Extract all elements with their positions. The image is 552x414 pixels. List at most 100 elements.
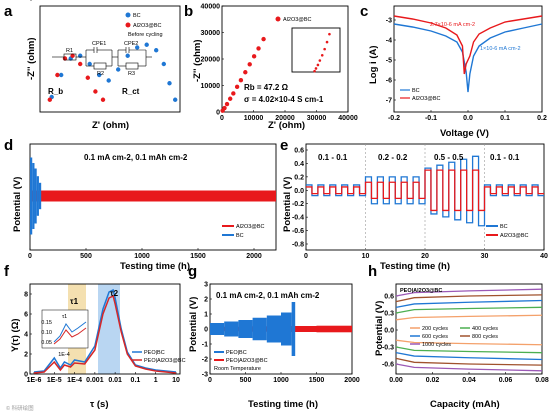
series-band-bc	[34, 168, 37, 224]
series-band-peo-al2o3bc	[281, 326, 317, 332]
legend-label: PEO|Al2O3@BC	[226, 358, 268, 364]
x-axis-label: Z' (ohm)	[268, 120, 305, 131]
y-axis-label: Potential (V)	[188, 297, 199, 352]
x-tick-label: 1E-4	[67, 377, 82, 384]
panel-g: 0 500 1000 1500 2000 3 2 1 0 -1 -2 -3 0.1 mA cm-2, …	[188, 282, 360, 411]
circuit-label: R1	[66, 48, 73, 54]
data-point	[247, 62, 252, 67]
inset-tick-label: 0.05	[41, 340, 52, 346]
data-point	[116, 67, 121, 72]
series-band-peo-bc	[224, 321, 239, 337]
x-tick-label: 20000	[275, 115, 295, 122]
segment-label: 0.5 - 0.5	[434, 153, 464, 162]
annotation: 0.1 mA cm-2, 0.1 mAh cm-2	[84, 153, 188, 162]
data-point	[161, 61, 166, 67]
y-tick-label: 0.3	[384, 311, 394, 318]
series-band-al2o3bc	[30, 190, 276, 202]
annotation: 1×10-6 mA cm-2	[480, 46, 521, 52]
y-axis-label: Potential (V)	[282, 177, 293, 232]
series-line	[33, 288, 177, 373]
y-tick-label: 0	[24, 372, 28, 379]
data-point	[47, 97, 52, 102]
y-tick-label: 0.4	[294, 161, 304, 168]
legend-label: BC	[500, 224, 508, 230]
x-tick-label: 0.2	[537, 115, 547, 122]
x-tick-label: -0.2	[388, 115, 400, 122]
x-tick-label: 10000	[244, 115, 264, 122]
panel-label-g: g	[188, 263, 197, 280]
x-tick-label: 30	[481, 253, 489, 260]
y-tick-label: 0	[24, 0, 28, 2]
inset-data-point	[320, 53, 324, 57]
panel-label-c: c	[360, 3, 368, 20]
y-tick-label: 3	[204, 282, 208, 289]
charge-curve	[395, 306, 543, 314]
discharge-curve	[395, 346, 543, 354]
y-axis-label: Potential (V)	[12, 177, 23, 232]
data-point	[78, 61, 83, 67]
y-tick-label: 2	[24, 352, 28, 359]
panel-e: 0 10 20 30 40 0.6 0.4 0.2 0.0 -0.2 -0.4 -0.6 -0.8 0.…	[282, 143, 548, 272]
x-tick-label: 30000	[307, 115, 327, 122]
data-point	[227, 96, 233, 101]
y-tick-label: 4	[24, 332, 28, 339]
circuit-label: CPE1	[92, 41, 106, 47]
data-point	[173, 97, 178, 102]
data-point	[234, 84, 240, 90]
series-band-peo-bc	[210, 323, 225, 335]
legend-label: 600 cycles	[422, 334, 448, 340]
x-tick-label: 10	[172, 377, 180, 384]
y-tick-label: 40000	[201, 4, 221, 11]
series-band-peo-bc	[266, 315, 281, 343]
y-tick-label: -0.4	[292, 215, 304, 222]
data-point	[224, 101, 230, 107]
data-point	[251, 54, 257, 59]
x-axis-label: Z' (ohm)	[92, 120, 129, 131]
y-tick-label: -0.2	[292, 201, 304, 208]
x-tick-label: 1000	[134, 253, 150, 260]
inset-tick-label: 1E-4	[58, 352, 70, 358]
y-tick-label: 0.0	[294, 188, 304, 195]
y-tick-label: -4	[386, 38, 392, 45]
inset-data-point	[316, 63, 320, 67]
y-tick-label: 10000	[201, 83, 221, 90]
annotation: 2.7×10-6 mA cm-2	[430, 22, 475, 28]
x-tick-label: 500	[80, 253, 92, 260]
legend-marker-bc	[125, 12, 131, 18]
x-tick-label: 1E-5	[47, 377, 62, 384]
y-tick-label: 8	[24, 292, 28, 299]
rb-label: R_b	[48, 87, 63, 96]
series-band-bc	[30, 157, 33, 235]
x-axis-label: Testing time (h)	[120, 261, 190, 272]
x-tick-label: 1000	[273, 377, 289, 384]
inset-frame	[291, 27, 341, 73]
charge-curve	[395, 299, 543, 308]
circuit-label: CPE2	[124, 41, 138, 47]
legend-label: PEO|BC	[144, 350, 165, 356]
x-axis-label: Testing time (h)	[380, 261, 450, 272]
panel-d: 0 500 1000 1500 20000 0.1 mA cm-2, 0.1 mAh c…	[12, 0, 277, 272]
data-point	[100, 97, 106, 102]
y-tick-label: 6	[24, 312, 28, 319]
legend-label: PEO|Al2O3@BC	[144, 358, 186, 364]
x-tick-label: 0.1	[500, 115, 510, 122]
y-tick-label: 0.6	[294, 148, 304, 155]
y-tick-label: 2	[204, 297, 208, 304]
x-tick-label: 0	[208, 377, 212, 384]
inset-data-point	[325, 40, 329, 44]
x-tick-label: 1500	[190, 253, 206, 260]
x-tick-label: 0.01	[108, 377, 122, 384]
series-band-bc	[38, 182, 42, 210]
x-tick-label: 0.1	[131, 377, 141, 384]
x-tick-label: -0.1	[425, 115, 437, 122]
legend-label: Al2O3@BC	[412, 96, 441, 102]
y-tick-label: -0.6	[382, 362, 394, 369]
panel-label-e: e	[280, 137, 288, 154]
x-axis-label: Capacity (mAh)	[430, 399, 500, 410]
annotation: 0.1 mA cm-2, 0.1 mAh cm-2	[216, 291, 320, 300]
inset-data-point	[328, 32, 331, 36]
segment-label: 0.1 - 0.1	[490, 153, 520, 162]
x-tick-label: 2000	[246, 253, 262, 260]
y-tick-label: 20000	[201, 57, 221, 64]
segment-label: 0.1 - 0.1	[318, 153, 348, 162]
